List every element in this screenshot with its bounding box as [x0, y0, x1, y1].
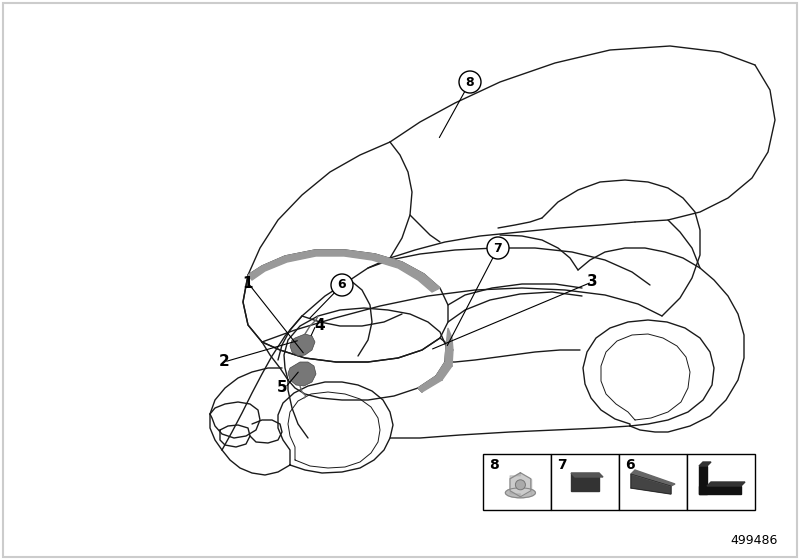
Ellipse shape	[506, 488, 535, 498]
Text: 4: 4	[314, 318, 326, 333]
Polygon shape	[631, 470, 675, 486]
Circle shape	[459, 71, 481, 93]
Bar	[687, 454, 755, 510]
Polygon shape	[707, 482, 745, 486]
Text: 7: 7	[494, 241, 502, 254]
Polygon shape	[699, 486, 741, 494]
Polygon shape	[248, 250, 440, 292]
Polygon shape	[510, 473, 530, 497]
Polygon shape	[571, 473, 603, 477]
Polygon shape	[418, 328, 453, 392]
Text: 6: 6	[338, 278, 346, 292]
Text: 7: 7	[557, 458, 566, 472]
Polygon shape	[631, 474, 671, 494]
Text: 5: 5	[277, 380, 287, 395]
Polygon shape	[699, 462, 711, 466]
Polygon shape	[510, 473, 520, 479]
Text: 499486: 499486	[730, 534, 778, 547]
Bar	[619, 454, 687, 510]
Text: 2: 2	[218, 354, 230, 370]
Bar	[483, 454, 551, 510]
Text: 6: 6	[625, 458, 634, 472]
Polygon shape	[699, 466, 707, 494]
Text: 8: 8	[489, 458, 498, 472]
Polygon shape	[288, 362, 316, 386]
Circle shape	[331, 274, 353, 296]
Polygon shape	[510, 491, 520, 497]
Text: 3: 3	[586, 274, 598, 290]
Polygon shape	[571, 473, 599, 491]
Polygon shape	[290, 334, 315, 356]
Circle shape	[515, 480, 526, 490]
Bar	[551, 454, 619, 510]
Circle shape	[487, 237, 509, 259]
Text: 8: 8	[466, 76, 474, 88]
Text: 1: 1	[242, 276, 254, 291]
